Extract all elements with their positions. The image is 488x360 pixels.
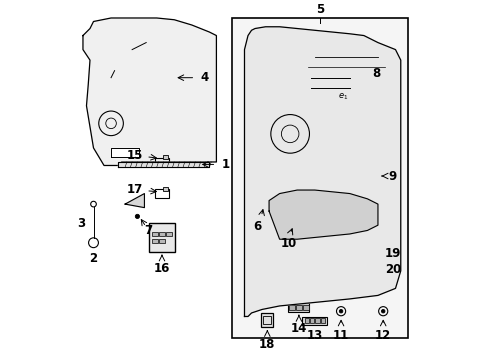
Bar <box>152 239 157 243</box>
Bar <box>263 316 271 324</box>
Bar <box>163 154 168 159</box>
Circle shape <box>135 214 139 219</box>
Text: 17: 17 <box>126 183 142 196</box>
Text: 5: 5 <box>315 3 324 16</box>
Polygon shape <box>83 18 216 166</box>
Text: 16: 16 <box>154 262 170 275</box>
Text: 4: 4 <box>200 71 208 84</box>
Bar <box>232 18 407 338</box>
Text: 14: 14 <box>290 322 306 335</box>
Text: 9: 9 <box>387 170 396 183</box>
Bar <box>148 224 175 252</box>
Bar <box>296 305 301 310</box>
Text: 20: 20 <box>384 262 400 275</box>
Bar <box>302 317 326 325</box>
Polygon shape <box>244 27 400 316</box>
Bar <box>320 318 324 323</box>
Text: 15: 15 <box>126 149 142 162</box>
Bar <box>155 189 169 198</box>
Bar <box>261 313 273 327</box>
Circle shape <box>339 310 342 313</box>
Bar <box>289 305 294 310</box>
Text: 10: 10 <box>280 238 296 251</box>
Text: 19: 19 <box>384 247 401 260</box>
Text: 7: 7 <box>143 224 152 237</box>
Text: 18: 18 <box>259 338 275 351</box>
Polygon shape <box>118 162 209 167</box>
Bar <box>159 232 164 236</box>
Bar <box>288 303 309 312</box>
Text: 1: 1 <box>221 158 229 171</box>
Circle shape <box>381 310 384 313</box>
Text: 6: 6 <box>253 220 262 233</box>
Bar <box>309 318 314 323</box>
Text: 3: 3 <box>77 217 85 230</box>
Circle shape <box>261 200 266 205</box>
Bar <box>166 232 171 236</box>
Bar <box>368 269 383 276</box>
Polygon shape <box>111 148 139 157</box>
Bar <box>159 239 164 243</box>
Text: 2: 2 <box>89 252 98 265</box>
Bar <box>163 187 168 191</box>
Bar <box>155 158 169 166</box>
Bar <box>305 318 308 323</box>
Bar <box>303 305 308 310</box>
Polygon shape <box>125 194 144 208</box>
Polygon shape <box>268 190 377 239</box>
Text: 8: 8 <box>371 67 380 80</box>
Text: 12: 12 <box>374 329 390 342</box>
Bar <box>315 318 319 323</box>
Text: 13: 13 <box>306 329 322 342</box>
Text: 11: 11 <box>332 329 348 342</box>
Bar <box>321 80 339 86</box>
Text: $e_1$: $e_1$ <box>337 92 347 102</box>
Bar <box>152 232 157 236</box>
